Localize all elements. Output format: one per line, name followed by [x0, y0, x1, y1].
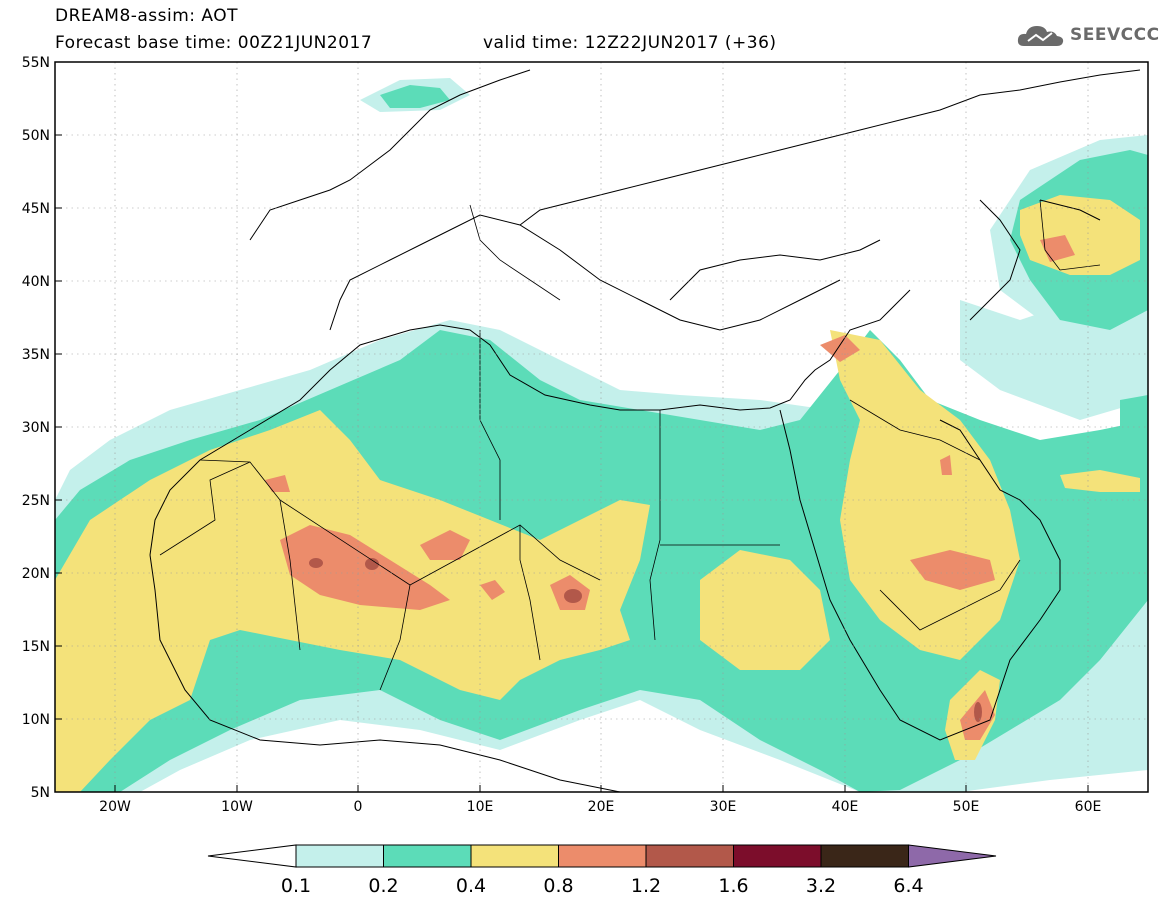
- colorbar-segment: [470, 844, 559, 868]
- aot-level-4: [265, 235, 1075, 740]
- colorbar-segment: [295, 844, 384, 868]
- valid-time: valid time: 12Z22JUN2017 (+36): [483, 33, 777, 53]
- colorbar-over-triangle: [908, 844, 997, 868]
- lon-label: 60E: [1075, 799, 1102, 815]
- lat-label: 55N: [22, 55, 50, 71]
- aot-level-5: [309, 558, 982, 722]
- gridlines: [55, 62, 1148, 792]
- lat-label: 20N: [22, 566, 50, 582]
- latitude-labels: 55N 50N 45N 40N 35N 30N 25N 20N 15N 10N …: [22, 55, 50, 801]
- aot-field: [55, 78, 1148, 792]
- lat-label: 30N: [22, 420, 50, 436]
- lat-label: 35N: [22, 347, 50, 363]
- colorbar-label: 3.2: [806, 875, 836, 897]
- lon-label: 10E: [467, 799, 494, 815]
- lat-label: 5N: [31, 785, 50, 801]
- colorbar-label: 6.4: [893, 875, 923, 897]
- colorbar-label: 0.8: [543, 875, 573, 897]
- coastlines: [149, 69, 1141, 792]
- colorbar-labels: 0.1 0.2 0.4 0.8 1.2 1.6 3.2 6.4: [281, 875, 924, 897]
- lon-label: 0: [354, 799, 363, 815]
- colorbar-under-triangle: [207, 844, 297, 868]
- colorbar: 0.1 0.2 0.4 0.8 1.2 1.6 3.2 6.4: [207, 844, 997, 897]
- lat-label: 10N: [22, 712, 50, 728]
- colorbar-segment: [558, 844, 647, 868]
- latitude-axis: [55, 61, 62, 793]
- lon-label: 20W: [99, 799, 131, 815]
- lat-label: 15N: [22, 639, 50, 655]
- lon-label: 20E: [588, 799, 615, 815]
- lon-label: 30E: [710, 799, 737, 815]
- lon-label: 50E: [953, 799, 980, 815]
- colorbar-label: 0.2: [368, 875, 398, 897]
- colorbar-segment: [383, 844, 472, 868]
- lat-label: 50N: [22, 128, 50, 144]
- country-borders: [159, 199, 1101, 691]
- map-title: DREAM8-assim: AOT: [55, 6, 239, 26]
- longitude-axis: [114, 785, 1089, 792]
- seevccc-logo: SEEVCCC: [1016, 20, 1160, 50]
- lon-label: 10W: [221, 799, 253, 815]
- cloud-icon: [1017, 26, 1064, 46]
- lon-label: 40E: [832, 799, 859, 815]
- forecast-base-time: Forecast base time: 00Z21JUN2017: [55, 33, 373, 53]
- colorbar-segment: [820, 844, 909, 868]
- longitude-labels: 20W 10W 0 10E 20E 30E 40E 50E 60E: [99, 799, 1101, 815]
- colorbar-segment: [733, 844, 822, 868]
- colorbar-segment: [645, 844, 734, 868]
- colorbar-label: 0.1: [281, 875, 311, 897]
- logo-text: SEEVCCC: [1070, 25, 1160, 45]
- lat-label: 40N: [22, 274, 50, 290]
- lat-label: 45N: [22, 201, 50, 217]
- lat-label: 25N: [22, 493, 50, 509]
- colorbar-label: 0.4: [456, 875, 486, 897]
- colorbar-label: 1.6: [718, 875, 748, 897]
- colorbar-label: 1.2: [631, 875, 661, 897]
